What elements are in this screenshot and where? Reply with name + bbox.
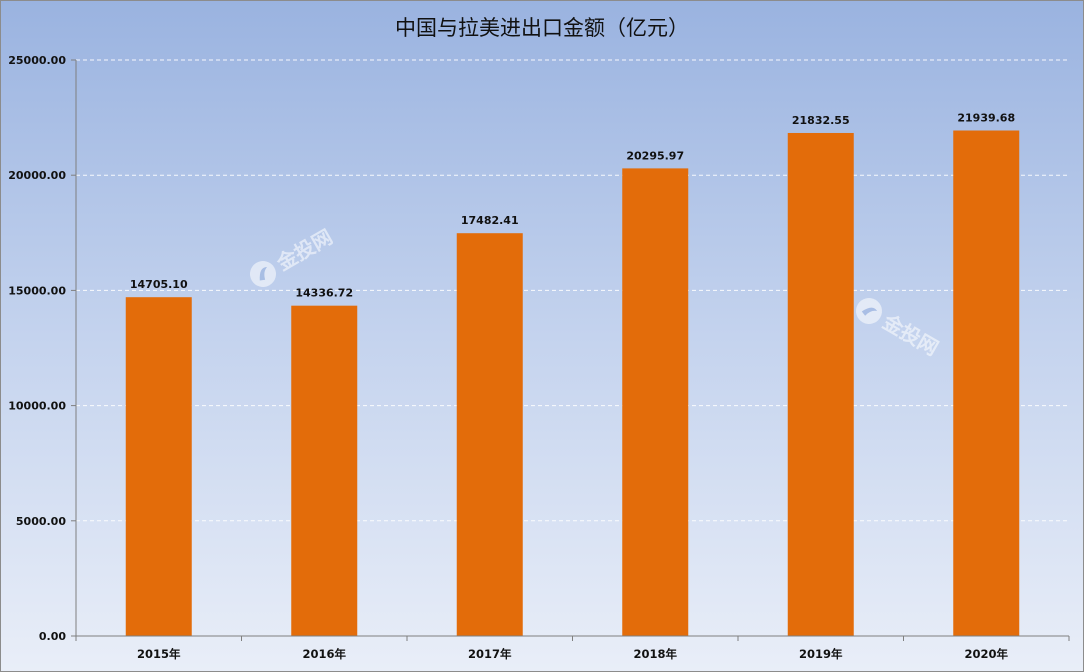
watermark-1: 金投网 <box>250 225 337 287</box>
data-label: 20295.97 <box>626 149 684 162</box>
labels: 0.00 5000.00 10000.00 15000.00 20000.00 25000… <box>8 54 1015 661</box>
data-label: 21939.68 <box>957 112 1015 125</box>
bar <box>622 168 689 636</box>
data-label: 17482.41 <box>461 214 519 227</box>
gridlines <box>76 59 1069 522</box>
bar <box>291 305 358 636</box>
x-tick-label: 2017年 <box>468 647 512 661</box>
watermark-text-1: 金投网 <box>272 225 337 276</box>
x-tick-label: 2019年 <box>799 647 843 661</box>
bar <box>125 297 192 636</box>
data-label: 14705.10 <box>130 278 188 291</box>
logo-swirl-icon <box>861 307 878 316</box>
watermark-text-2: 金投网 <box>878 309 943 360</box>
logo-swirl-icon <box>259 267 268 281</box>
bars <box>125 130 1020 637</box>
bar <box>456 233 523 637</box>
x-tick-label: 2018年 <box>633 647 677 661</box>
chart-title: 中国与拉美进出口金额（亿元） <box>395 16 689 40</box>
x-tick-label: 2015年 <box>137 647 181 661</box>
x-tick-label: 2020年 <box>964 647 1008 661</box>
y-tick-label: 0.00 <box>39 630 66 643</box>
y-tick-label: 15000.00 <box>8 284 66 297</box>
y-tick-label: 25000.00 <box>8 54 66 67</box>
y-tick-label: 10000.00 <box>8 400 66 413</box>
data-label: 21832.55 <box>792 114 850 127</box>
axes <box>71 59 1070 641</box>
bar <box>787 132 854 637</box>
data-label: 14336.72 <box>295 287 353 300</box>
y-tick-label: 5000.00 <box>16 515 66 528</box>
x-tick-label: 2016年 <box>302 647 346 661</box>
watermark-2: 金投网 <box>856 298 943 360</box>
bar <box>953 130 1020 636</box>
y-tick-label: 20000.00 <box>8 169 66 182</box>
